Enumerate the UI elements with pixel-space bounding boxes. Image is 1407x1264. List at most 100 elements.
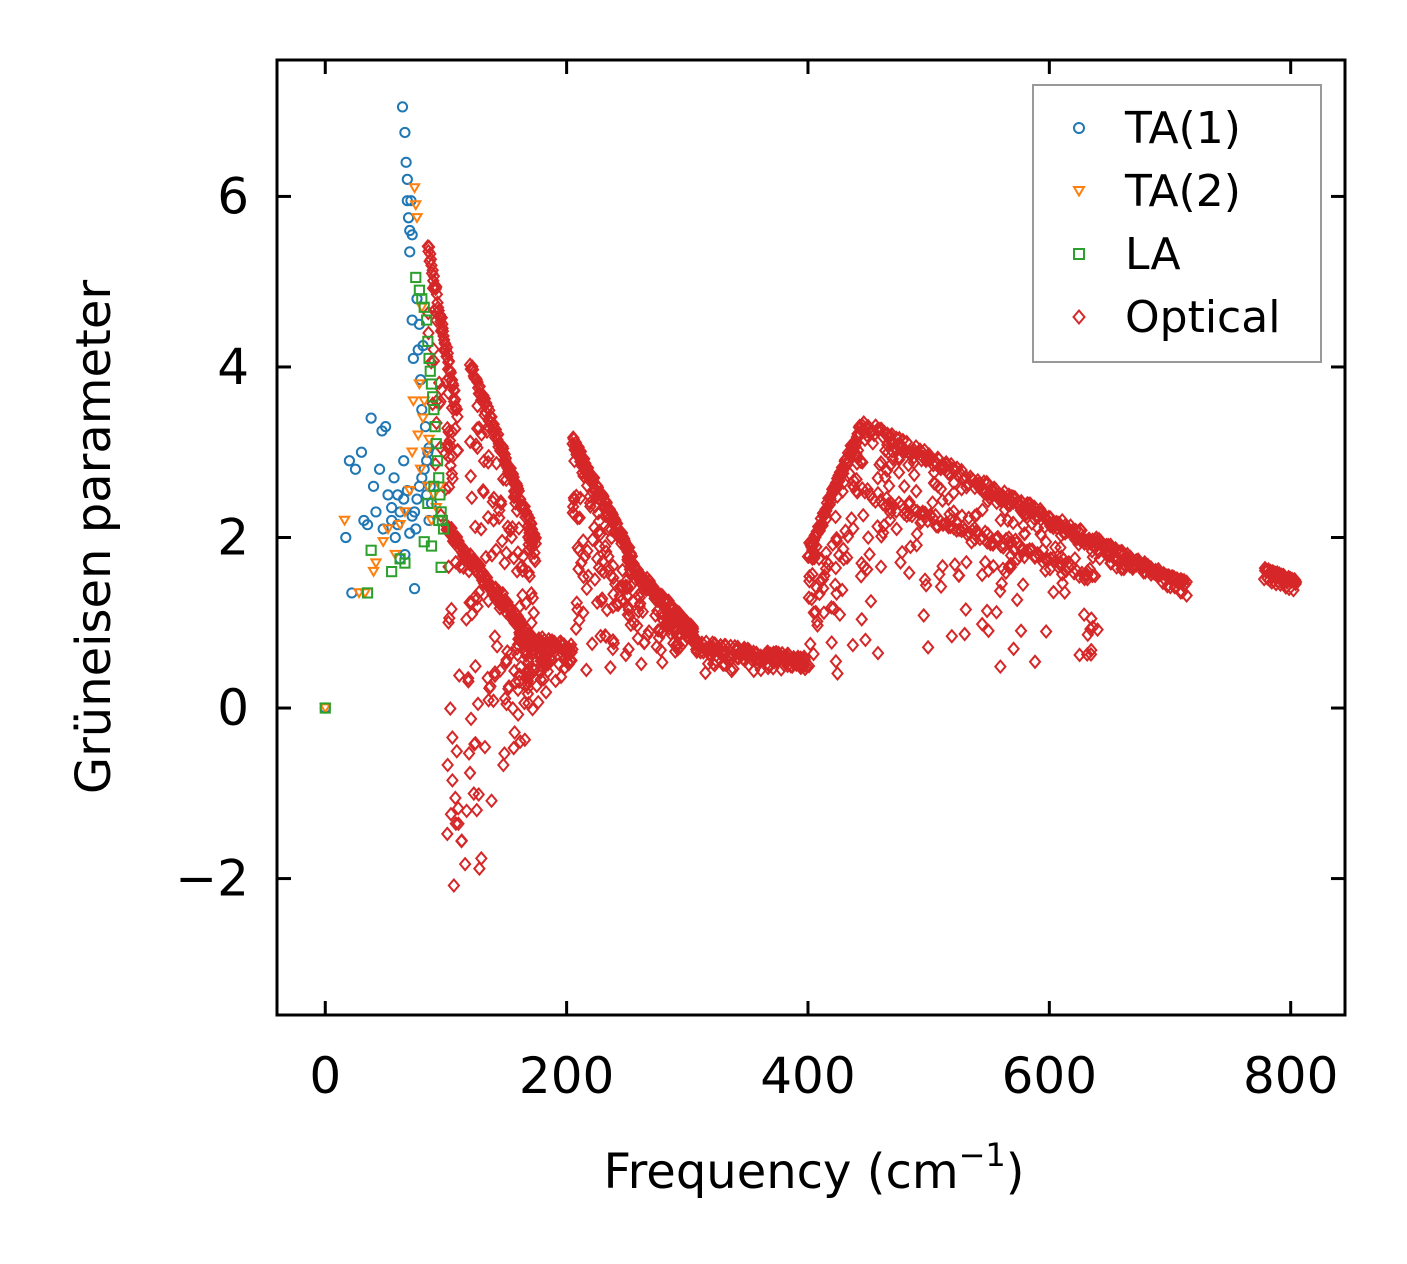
data-point — [894, 554, 907, 570]
x-axis-title: Frequency (cm−1) — [603, 1136, 1024, 1200]
data-point — [1086, 568, 1099, 584]
data-point — [435, 310, 449, 326]
data-point — [508, 724, 522, 741]
data-point — [355, 446, 368, 458]
data-point — [913, 506, 927, 522]
data-point — [500, 652, 513, 668]
data-point — [453, 558, 467, 574]
data-point — [1039, 510, 1053, 526]
data-point — [864, 593, 878, 609]
data-point — [904, 539, 917, 555]
data-point — [819, 545, 833, 561]
data-point — [468, 519, 482, 535]
data-point — [526, 590, 540, 606]
data-point — [699, 665, 712, 681]
data-point — [462, 745, 476, 761]
x-axis-title-close: ) — [1006, 1144, 1025, 1200]
data-point — [1028, 550, 1042, 566]
data-point — [492, 510, 506, 526]
data-point — [926, 510, 940, 526]
data-point — [458, 856, 472, 872]
data-point — [445, 424, 459, 440]
data-point — [975, 567, 989, 583]
data-point — [498, 555, 512, 571]
data-point — [841, 528, 855, 545]
data-point — [531, 694, 545, 710]
data-point — [488, 629, 502, 645]
data-point — [622, 602, 636, 618]
data-point — [839, 523, 852, 539]
data-point — [443, 433, 457, 449]
data-point — [570, 595, 584, 611]
data-point — [495, 533, 509, 549]
data-point — [959, 601, 973, 618]
data-point — [499, 545, 513, 561]
data-point — [871, 519, 884, 535]
data-point — [361, 587, 374, 599]
axis-ticks: 0 200 400 600 800 −2 0 2 4 6 — [175, 60, 1345, 1105]
data-point — [996, 561, 1010, 577]
data-point — [451, 442, 465, 458]
data-points — [318, 101, 1303, 894]
data-point — [576, 533, 590, 549]
data-point — [522, 695, 535, 711]
data-point — [411, 493, 423, 505]
data-point — [485, 793, 498, 809]
data-point — [600, 602, 614, 618]
data-point — [434, 489, 446, 501]
data-point — [552, 656, 566, 672]
data-point — [908, 502, 921, 518]
data-point — [825, 634, 839, 651]
data-point — [986, 558, 1000, 574]
data-point — [425, 378, 438, 390]
x-axis-title-main: Frequency (cm — [603, 1144, 958, 1200]
data-point — [932, 566, 946, 582]
data-point — [471, 440, 484, 456]
data-point — [406, 510, 418, 522]
data-point — [338, 515, 351, 527]
data-point — [897, 478, 911, 494]
data-point — [451, 409, 464, 425]
data-point — [361, 519, 374, 531]
data-point — [1024, 499, 1038, 515]
data-point — [1020, 543, 1034, 559]
data-point — [427, 391, 439, 403]
data-point — [606, 599, 620, 615]
data-point — [607, 586, 620, 602]
data-point — [945, 628, 959, 644]
data-point — [489, 542, 503, 558]
data-point — [431, 455, 444, 467]
data-point — [423, 352, 435, 365]
data-point — [568, 506, 581, 522]
data-point — [404, 246, 416, 258]
data-point — [524, 585, 538, 601]
data-point — [982, 623, 995, 639]
data-point — [472, 786, 486, 803]
data-point — [376, 537, 390, 548]
data-point — [634, 656, 648, 672]
data-point — [474, 521, 488, 537]
data-point — [654, 642, 668, 658]
data-point — [493, 662, 507, 679]
data-point — [1056, 575, 1069, 591]
data-point — [482, 680, 496, 696]
data-point — [422, 335, 434, 347]
data-point — [1115, 543, 1128, 559]
data-point — [861, 481, 874, 497]
data-point — [452, 533, 465, 549]
data-point — [442, 449, 456, 465]
data-point — [621, 607, 635, 623]
data-point — [444, 457, 457, 473]
data-point — [422, 239, 436, 255]
x-tick-label: 400 — [760, 1047, 855, 1105]
data-point — [829, 560, 843, 576]
data-point — [636, 604, 650, 620]
data-point — [518, 695, 531, 711]
data-point — [513, 667, 526, 683]
data-point — [1088, 568, 1102, 584]
data-point — [921, 639, 935, 655]
data-point — [830, 586, 843, 602]
data-point — [463, 595, 476, 611]
data-point — [874, 454, 888, 470]
